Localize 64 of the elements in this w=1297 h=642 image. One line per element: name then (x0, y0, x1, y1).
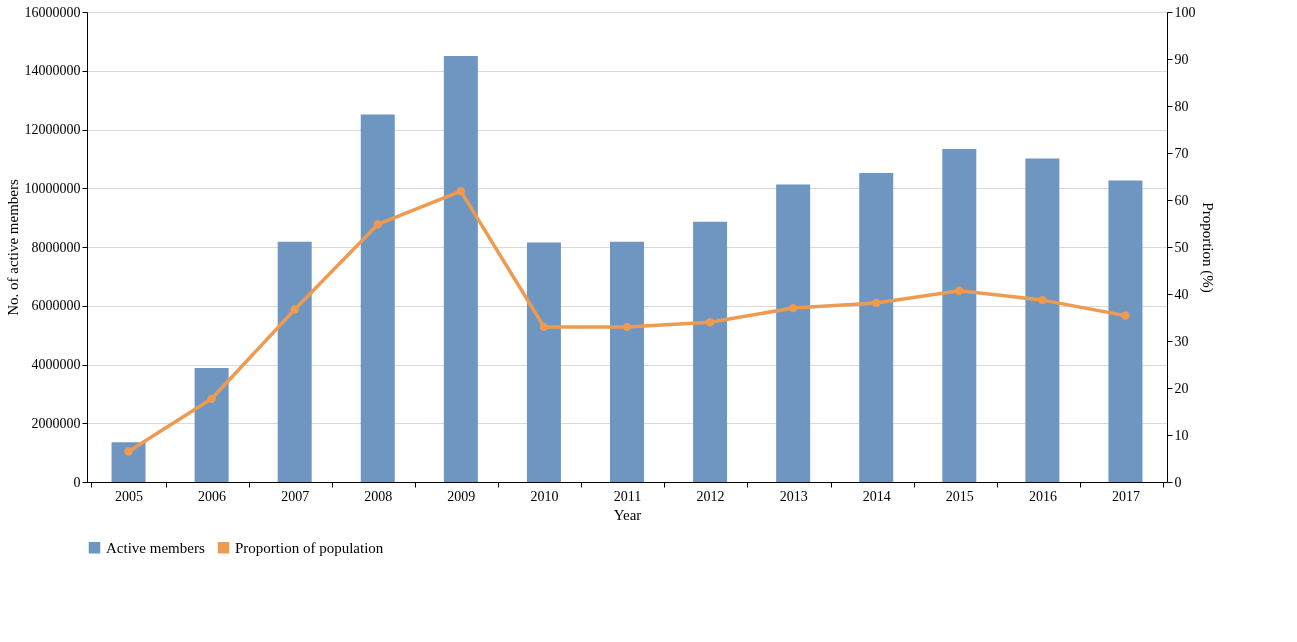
y-tick-label: 6000000 (31, 298, 81, 314)
point (456, 186, 466, 196)
y-tick-label: 12000000 (24, 122, 81, 137)
y2-tick-label: 10 (1174, 427, 1189, 443)
bar (194, 368, 229, 482)
point (955, 286, 964, 295)
point (207, 394, 216, 403)
point (539, 322, 549, 332)
y2-axis-title: Proportion (%) (1198, 202, 1216, 293)
x-tick-label: 2015 (945, 488, 974, 504)
bar (942, 148, 977, 482)
bar (443, 56, 478, 482)
y2-tick-label: 0 (1174, 474, 1182, 490)
point (124, 447, 133, 456)
x-tick-label: 2008 (364, 488, 393, 504)
y2-tick-label: 20 (1174, 380, 1189, 396)
bar (859, 172, 894, 482)
point (705, 318, 715, 327)
legend-label: Active members (106, 539, 205, 556)
point (373, 220, 382, 229)
point (788, 303, 798, 313)
bar (360, 114, 395, 482)
point (872, 298, 881, 308)
bar (610, 241, 644, 482)
x-tick-label: 2011 (613, 488, 642, 504)
bar (277, 241, 312, 482)
point (1038, 295, 1047, 305)
y2-tick-label: 90 (1174, 51, 1189, 67)
y-tick-label: 16000000 (24, 4, 81, 20)
x-tick-label: 2009 (447, 488, 476, 504)
y2-tick-label: 30 (1174, 333, 1189, 349)
y-tick-label: 8000000 (31, 239, 81, 255)
y2-tick-label: 80 (1174, 98, 1189, 114)
x-tick-label: 2016 (1028, 488, 1057, 504)
y2-tick-label: 70 (1174, 145, 1189, 161)
bar (1025, 158, 1060, 482)
y-tick-label: 0 (73, 474, 81, 490)
point (622, 322, 632, 332)
x-tick-label: 2013 (779, 488, 808, 504)
y-axis-title: No. of active members (4, 179, 21, 316)
y2-tick-label: 100 (1174, 4, 1196, 20)
y2-tick-label: 40 (1174, 286, 1189, 302)
x-tick-label: 2007 (281, 488, 310, 504)
point (290, 305, 299, 314)
x-tick-label: 2005 (115, 488, 144, 504)
y-tick-label: 10000000 (24, 180, 81, 196)
x-tick-label: 2006 (198, 488, 227, 504)
x-tick-label: 2012 (696, 488, 725, 504)
y-tick-label: 4000000 (31, 357, 81, 372)
point (1121, 311, 1130, 320)
bar (111, 442, 146, 482)
x-axis-title: Year (613, 506, 642, 523)
bar (776, 184, 811, 482)
y2-tick-label: 50 (1174, 239, 1189, 255)
y-tick-label: 2000000 (31, 415, 81, 431)
y-tick-label: 14000000 (24, 63, 81, 79)
bar (693, 221, 728, 482)
x-tick-label: 2017 (1111, 488, 1140, 504)
x-tick-label: 2014 (862, 488, 891, 504)
legend-label: Proportion of population (235, 539, 384, 556)
bar (1108, 180, 1143, 482)
y2-tick-label: 60 (1174, 192, 1189, 208)
bar (526, 242, 561, 482)
x-tick-label: 2010 (530, 488, 559, 504)
